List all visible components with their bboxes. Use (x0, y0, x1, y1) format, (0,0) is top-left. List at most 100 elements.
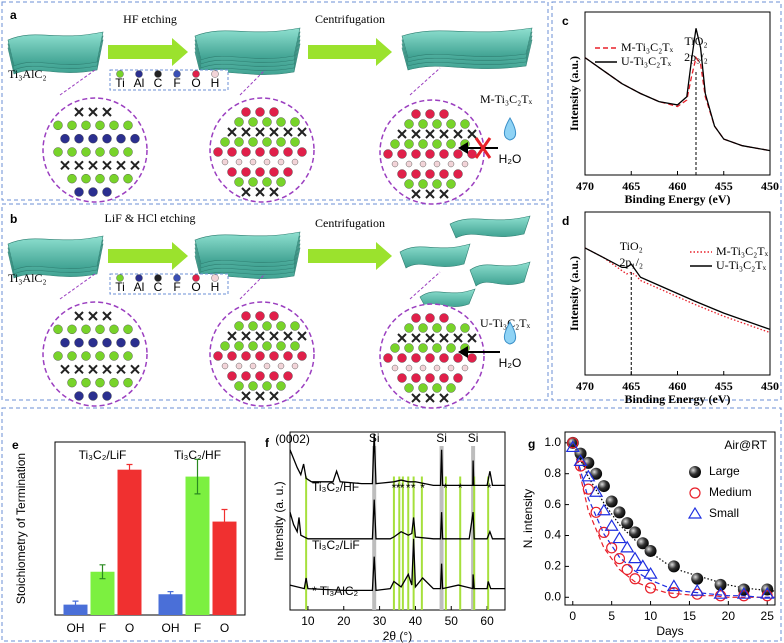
marker (635, 559, 650, 571)
carbon-atom (297, 127, 307, 137)
atom (60, 337, 70, 348)
legend-label: Medium (709, 485, 752, 499)
atom (123, 147, 133, 157)
marker (636, 537, 649, 550)
carbon-atom (397, 333, 407, 343)
element-label: O (191, 280, 200, 294)
carbon-atom (74, 364, 84, 375)
plot-frame (54, 441, 246, 616)
atom (255, 351, 265, 361)
zoom-line (59, 271, 441, 300)
atom (95, 120, 105, 131)
atom (262, 137, 272, 147)
water-label: H₂O (499, 152, 522, 166)
atom (227, 351, 237, 361)
element-swatch (211, 70, 219, 78)
legend-label: U-Ti₃C₂Tₓ (621, 54, 672, 68)
atom (255, 311, 265, 321)
category-label: O (125, 621, 134, 635)
element-label: F (173, 76, 180, 90)
x-tick-label: 470 (576, 179, 594, 193)
marker (760, 587, 775, 599)
atom (447, 364, 455, 372)
peak-annotation: 2p₁/₂ (619, 255, 643, 269)
atom (123, 324, 133, 335)
atom (234, 137, 244, 147)
atom (425, 169, 435, 179)
panel-label: a (10, 8, 17, 22)
x-tick-label: 465 (622, 179, 640, 193)
atom (425, 149, 435, 159)
element-label: O (191, 76, 200, 90)
carbon-atom (283, 331, 293, 341)
atom (425, 353, 435, 363)
carbon-atom (227, 331, 237, 341)
atom (439, 313, 449, 323)
carbon-atom (74, 107, 84, 117)
atom (221, 158, 229, 166)
marker (666, 579, 681, 592)
carbon-atom (116, 160, 126, 171)
carbon-atom (241, 331, 251, 341)
flake (399, 243, 471, 269)
atom (453, 353, 463, 363)
atom (60, 133, 70, 144)
atom (439, 353, 449, 363)
atom (404, 343, 414, 353)
carbon-atom (425, 333, 435, 343)
atom (446, 119, 456, 129)
material-label: M-Ti₃C₂Tₓ (480, 92, 533, 106)
atom (460, 119, 470, 129)
atom (453, 169, 463, 179)
atom (81, 351, 91, 361)
carbon-atom (439, 333, 449, 343)
atom (283, 147, 293, 157)
zoom-line (59, 67, 441, 96)
carbon-atom (439, 393, 449, 403)
marker (689, 466, 701, 478)
atom (234, 341, 244, 351)
element-swatch (154, 274, 162, 282)
step-label: LiF & HCl etching (105, 211, 196, 225)
atom (290, 341, 300, 351)
atom (241, 311, 251, 321)
element-swatch (135, 70, 143, 78)
bar (158, 594, 183, 615)
block-cross (474, 137, 492, 159)
atom (383, 353, 393, 363)
flake (401, 27, 533, 59)
atom (248, 381, 258, 391)
y-axis-label: Stoichiometry of Termination (14, 453, 28, 604)
marker (629, 526, 641, 539)
element-swatch (116, 70, 124, 78)
atom (461, 364, 469, 372)
peak-annotation: TiO₂ (620, 239, 643, 253)
atom (411, 169, 421, 179)
carbon-atom (411, 333, 421, 343)
atom (53, 147, 63, 157)
reference-label: Si (436, 431, 447, 445)
atom (269, 167, 279, 177)
atom (411, 109, 421, 119)
atom (220, 341, 230, 351)
peak-star: * (443, 481, 448, 495)
carbon-atom (297, 331, 307, 341)
atom (248, 321, 258, 331)
atom (74, 133, 84, 144)
carbon-atom (255, 331, 265, 341)
x-tick-label: 470 (576, 379, 594, 393)
atom (439, 149, 449, 159)
carbon-atom (130, 364, 140, 375)
legend-label: U-Ti₃C₂Tₓ (716, 258, 767, 272)
process-arrow (108, 242, 188, 270)
carbon-atom (453, 129, 463, 139)
carbon-atom (397, 129, 407, 139)
element-swatch (192, 274, 200, 282)
atom (432, 343, 442, 353)
carbon-atom (88, 160, 98, 171)
marker (621, 517, 634, 530)
carbon-atom (467, 129, 477, 139)
marker (687, 506, 703, 519)
panel-label: d (562, 214, 569, 228)
x-axis-label: Days (656, 624, 683, 638)
